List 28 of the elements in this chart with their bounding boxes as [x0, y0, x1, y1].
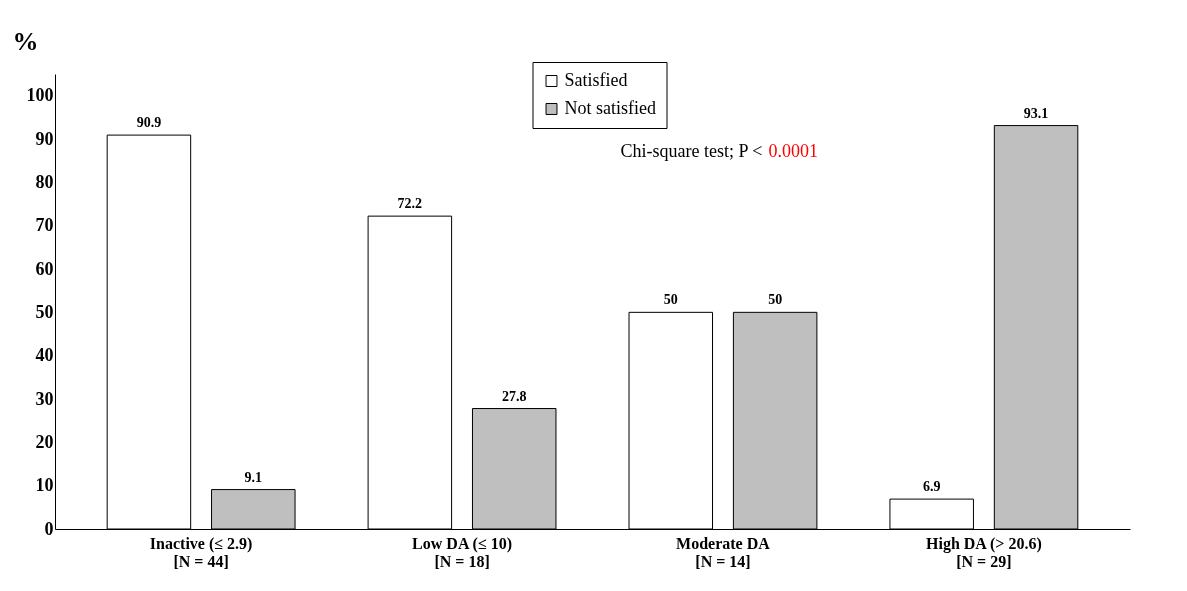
annotation: Chi-square test; P < — [620, 141, 763, 161]
data-label: 27.8 — [501, 388, 527, 404]
y-tick-label: 20 — [35, 431, 54, 452]
y-tick-label: 50 — [35, 301, 54, 322]
y-tick-label: 40 — [35, 345, 54, 366]
data-label: 6.9 — [922, 479, 941, 495]
data-label: 90.9 — [136, 115, 162, 131]
x-tick-label: Low DA (≤ 10) [N = 18] — [412, 534, 512, 570]
y-tick-label: 80 — [35, 171, 54, 192]
data-label: 50 — [663, 292, 678, 308]
legend-label: Satisfied — [564, 70, 628, 90]
y-tick-label: 100 — [26, 85, 54, 106]
y-tick-label: 10 — [35, 475, 54, 496]
x-tick-label: Moderate DA [N = 14] — [676, 534, 771, 570]
data-label: 93.1 — [1023, 105, 1049, 121]
data-label: 9.1 — [244, 469, 263, 485]
y-tick-label: 70 — [35, 215, 54, 236]
y-tick-label: 0 — [44, 518, 54, 539]
y-axis-title: % — [12, 26, 39, 56]
y-tick-label: 30 — [35, 388, 54, 409]
y-tick-label: 90 — [35, 128, 54, 149]
x-tick-label: High DA (> 20.6) [N = 29] — [925, 534, 1042, 570]
annotation: 0.0001 — [768, 141, 818, 161]
data-label: 72.2 — [397, 196, 423, 212]
x-tick-label: Inactive (≤ 2.9) [N = 44] — [149, 534, 253, 570]
data-label: 50 — [768, 292, 783, 308]
legend-label: Not satisfied — [564, 98, 656, 118]
y-tick-label: 60 — [35, 258, 54, 279]
